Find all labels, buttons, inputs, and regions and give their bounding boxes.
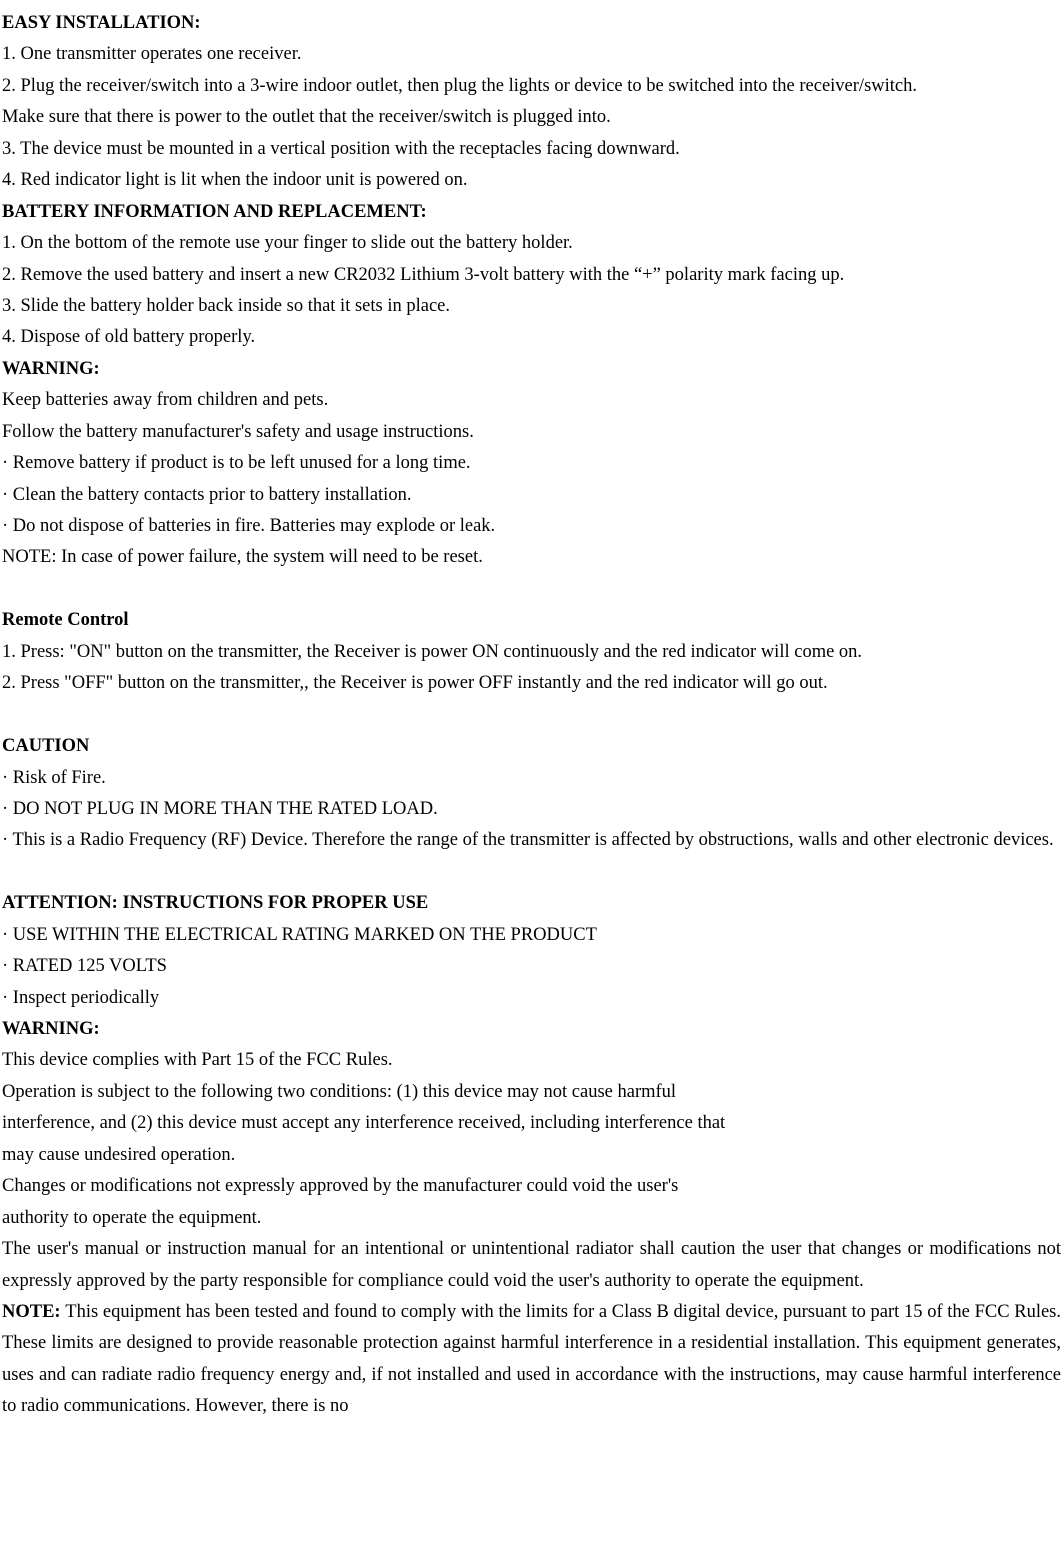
easy-install-step-1: 1. One transmitter operates one receiver… — [2, 39, 1061, 70]
easy-install-step-2: 2. Plug the receiver/switch into a 3-wir… — [2, 71, 1061, 102]
warning-line-2: Follow the battery manufacturer's safety… — [2, 417, 1061, 448]
easy-install-step-2b: Make sure that there is power to the out… — [2, 102, 1061, 133]
battery-step-3: 3. Slide the battery holder back inside … — [2, 291, 1061, 322]
warning-bullet-1: · Remove battery if product is to be lef… — [2, 448, 1061, 479]
battery-step-1: 1. On the bottom of the remote use your … — [2, 228, 1061, 259]
easy-install-step-4: 4. Red indicator light is lit when the i… — [2, 165, 1061, 196]
fcc-line-4: may cause undesired operation. — [2, 1140, 1061, 1171]
caution-bullet-2: · DO NOT PLUG IN MORE THAN THE RATED LOA… — [2, 794, 1061, 825]
attention-bullet-1: · USE WITHIN THE ELECTRICAL RATING MARKE… — [2, 920, 1061, 951]
section-caution-title: CAUTION — [2, 731, 1061, 762]
battery-step-2: 2. Remove the used battery and insert a … — [2, 260, 1061, 291]
section-warning-1-title: WARNING: — [2, 354, 1061, 385]
section-attention-title: ATTENTION: INSTRUCTIONS FOR PROPER USE — [2, 888, 1061, 919]
caution-bullet-1: · Risk of Fire. — [2, 763, 1061, 794]
spacer — [2, 574, 1061, 605]
easy-install-step-3: 3. The device must be mounted in a verti… — [2, 134, 1061, 165]
section-easy-installation-title: EASY INSTALLATION: — [2, 8, 1061, 39]
caution-bullet-3: · This is a Radio Frequency (RF) Device.… — [2, 825, 1061, 856]
fcc-line-1: This device complies with Part 15 of the… — [2, 1045, 1061, 1076]
fcc-line-6: authority to operate the equipment. — [2, 1203, 1061, 1234]
fcc-line-5: Changes or modifications not expressly a… — [2, 1171, 1061, 1202]
battery-step-4: 4. Dispose of old battery properly. — [2, 322, 1061, 353]
spacer — [2, 857, 1061, 888]
fcc-note-paragraph: NOTE: This equipment has been tested and… — [2, 1297, 1061, 1423]
remote-step-2: 2. Press "OFF" button on the transmitter… — [2, 668, 1061, 699]
remote-step-1: 1. Press: "ON" button on the transmitter… — [2, 637, 1061, 668]
section-warning-2-title: WARNING: — [2, 1014, 1061, 1045]
section-remote-control-title: Remote Control — [2, 605, 1061, 636]
warning-line-1: Keep batteries away from children and pe… — [2, 385, 1061, 416]
note-body: This equipment has been tested and found… — [2, 1302, 1061, 1416]
section-battery-title: BATTERY INFORMATION AND REPLACEMENT: — [2, 197, 1061, 228]
fcc-line-2: Operation is subject to the following tw… — [2, 1077, 1061, 1108]
spacer — [2, 700, 1061, 731]
attention-bullet-3: · Inspect periodically — [2, 983, 1061, 1014]
attention-bullet-2: · RATED 125 VOLTS — [2, 951, 1061, 982]
warning-note: NOTE: In case of power failure, the syst… — [2, 542, 1061, 573]
fcc-line-3: interference, and (2) this device must a… — [2, 1108, 1061, 1139]
fcc-manual-caution: The user's manual or instruction manual … — [2, 1234, 1061, 1297]
warning-bullet-2: · Clean the battery contacts prior to ba… — [2, 480, 1061, 511]
note-label: NOTE: — [2, 1302, 65, 1322]
warning-bullet-3: · Do not dispose of batteries in fire. B… — [2, 511, 1061, 542]
